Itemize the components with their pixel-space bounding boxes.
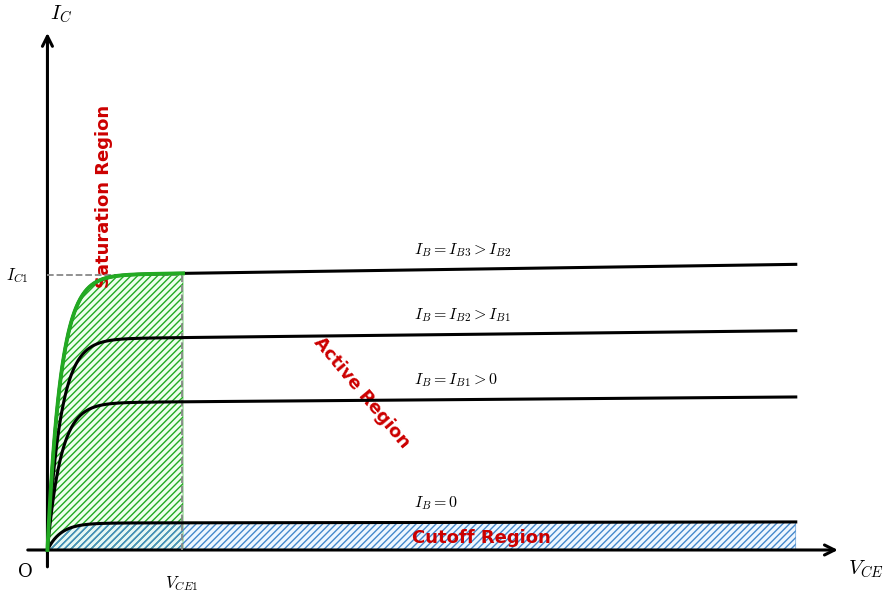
Text: $V_{CE1}$: $V_{CE1}$: [165, 574, 199, 593]
Text: $V_{CE}$: $V_{CE}$: [848, 559, 884, 580]
Text: $I_B = I_{B3}$$> I_{B2}$: $I_B = I_{B3}$$> I_{B2}$: [414, 242, 511, 259]
Text: $I_B = I_{B1} > 0$: $I_B = I_{B1} > 0$: [414, 371, 498, 389]
Text: $I_B = 0$: $I_B = 0$: [414, 494, 458, 512]
Text: Saturation Region: Saturation Region: [94, 105, 113, 288]
Text: O: O: [18, 563, 32, 581]
Text: Cutoff Region: Cutoff Region: [412, 529, 551, 547]
Text: $I_B = I_{B2}$$> I_{B1}$: $I_B = I_{B2}$$> I_{B1}$: [414, 306, 511, 324]
Text: $I_{C1}$: $I_{C1}$: [6, 266, 28, 285]
Text: $I_C$: $I_C$: [50, 4, 72, 25]
Text: Active Region: Active Region: [310, 334, 414, 452]
